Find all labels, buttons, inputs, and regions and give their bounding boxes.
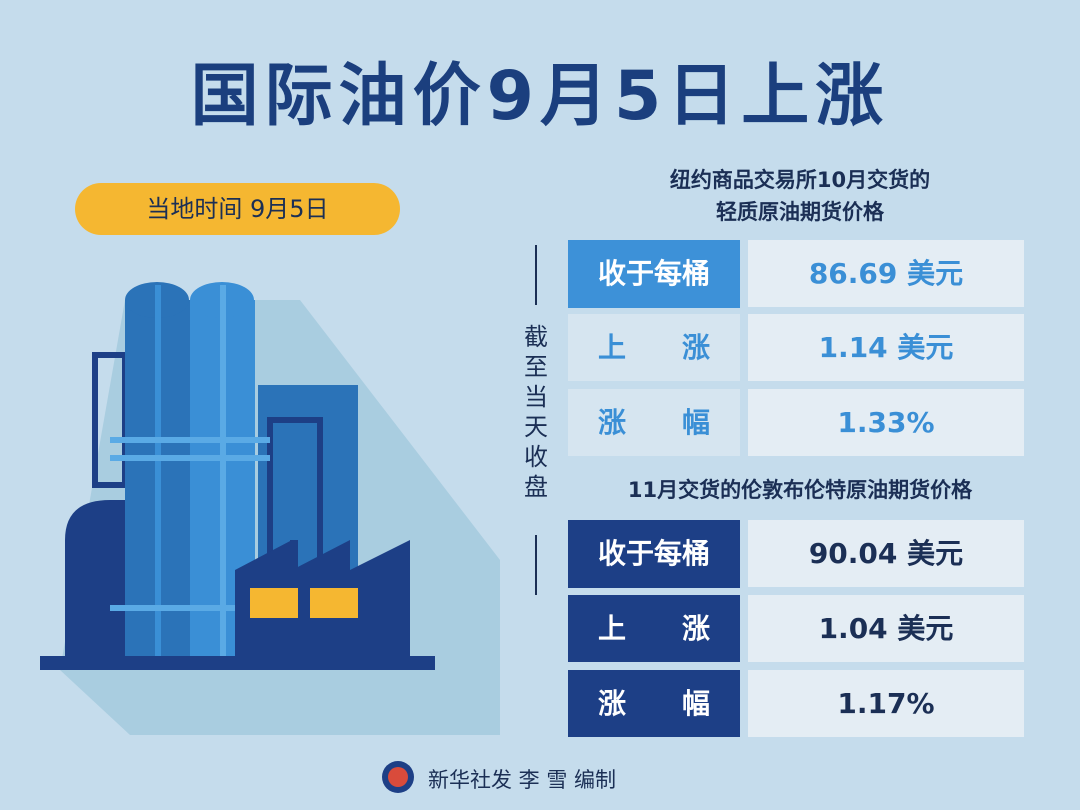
value-cell: 90.04 美元 [748, 520, 1024, 587]
label-cell: 上 涨 [597, 612, 710, 645]
section-title: 纽约商品交易所10月交货的 [669, 168, 931, 192]
label-cell: 收于每桶 [597, 537, 710, 570]
value-cell: 1.33% [748, 389, 1024, 456]
value-cell: 1.04 美元 [748, 595, 1024, 662]
label-cell: 涨 幅 [597, 687, 710, 720]
side-label: 截至当天收盘 [524, 323, 548, 501]
value-cell: 86.69 美元 [748, 240, 1024, 307]
value-cell: 1.14 美元 [748, 314, 1024, 381]
divider [535, 535, 537, 595]
value-cell: 1.17% [748, 670, 1024, 737]
title: 国际油价9月5日上涨 [190, 57, 890, 136]
divider [535, 245, 537, 305]
label-cell: 上 涨 [597, 331, 710, 364]
section-title: 11月交货的伦敦布伦特原油期货价格 [627, 478, 973, 502]
section-title: 轻质原油期货价格 [716, 200, 884, 224]
label-cell: 收于每桶 [597, 257, 710, 290]
date-pill: 当地时间 9月5日 [75, 183, 400, 235]
label-cell: 涨 幅 [597, 406, 710, 439]
footer: 新华社发 李 雪 编制 [428, 768, 617, 792]
